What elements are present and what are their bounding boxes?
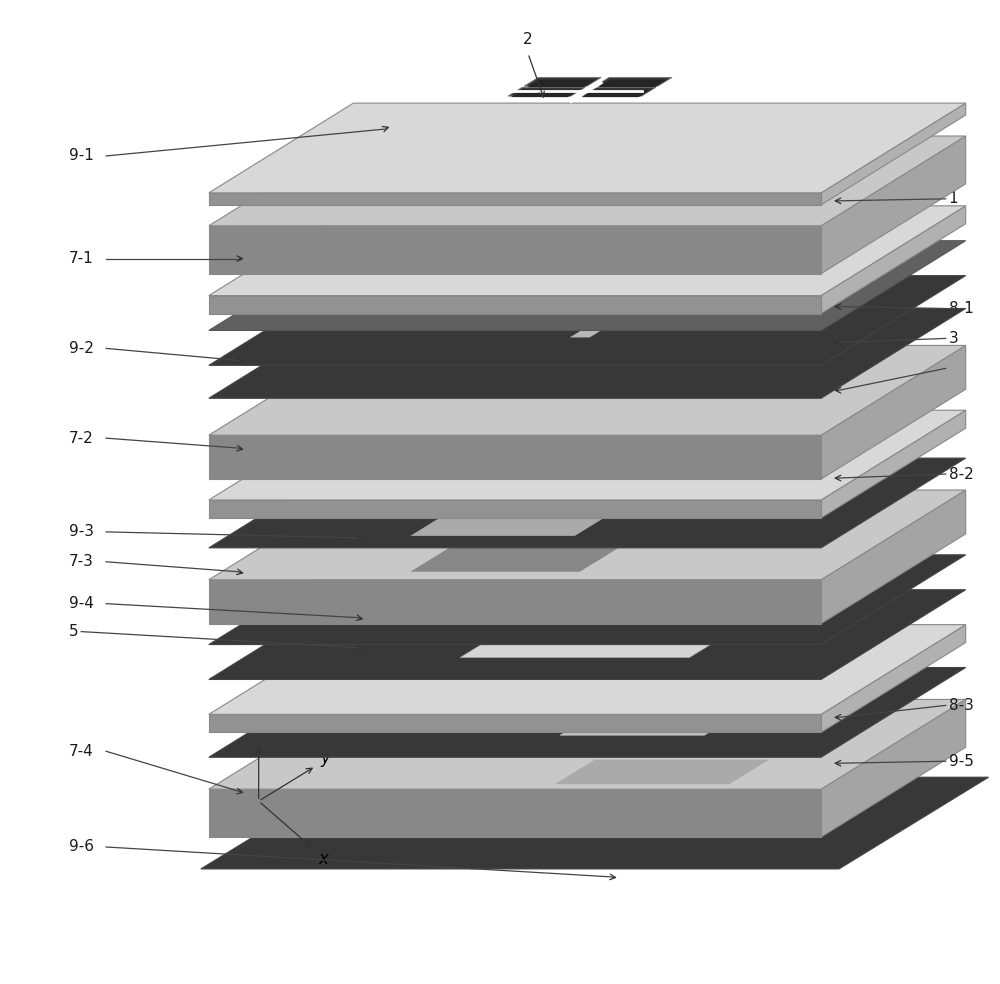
Polygon shape: [209, 345, 966, 435]
Polygon shape: [821, 206, 966, 314]
Polygon shape: [508, 88, 585, 96]
Polygon shape: [821, 700, 966, 837]
Polygon shape: [209, 193, 821, 205]
Polygon shape: [209, 295, 821, 314]
Polygon shape: [209, 580, 821, 624]
Text: 3: 3: [949, 331, 958, 346]
Polygon shape: [209, 435, 821, 479]
Polygon shape: [209, 700, 966, 789]
Polygon shape: [201, 777, 989, 869]
Polygon shape: [209, 589, 966, 680]
Polygon shape: [209, 241, 966, 331]
Polygon shape: [495, 304, 703, 328]
Polygon shape: [209, 225, 821, 274]
Polygon shape: [209, 555, 966, 645]
Polygon shape: [570, 315, 626, 338]
Text: z: z: [240, 727, 249, 745]
Polygon shape: [821, 345, 966, 479]
Text: 9-6: 9-6: [69, 839, 94, 854]
Polygon shape: [410, 548, 618, 572]
Polygon shape: [410, 513, 612, 536]
Polygon shape: [209, 490, 966, 580]
Polygon shape: [527, 80, 596, 88]
Text: 7-3: 7-3: [69, 554, 94, 570]
Polygon shape: [460, 626, 742, 657]
Polygon shape: [209, 625, 966, 714]
Text: 4: 4: [949, 361, 958, 376]
Text: 8-3: 8-3: [949, 698, 974, 712]
Text: 9-4: 9-4: [69, 596, 94, 611]
Text: 8-2: 8-2: [949, 466, 973, 481]
Text: 9-5: 9-5: [949, 754, 974, 769]
Text: 9-3: 9-3: [69, 524, 94, 539]
Text: 2: 2: [523, 31, 533, 47]
Polygon shape: [595, 78, 672, 87]
Text: x: x: [319, 850, 328, 868]
Text: 1: 1: [949, 191, 958, 207]
Polygon shape: [209, 206, 966, 295]
Polygon shape: [209, 714, 821, 732]
Text: y: y: [321, 749, 331, 768]
Text: 7-2: 7-2: [69, 431, 94, 446]
Polygon shape: [209, 789, 821, 837]
Polygon shape: [209, 459, 966, 548]
Polygon shape: [821, 410, 966, 518]
Polygon shape: [555, 760, 769, 784]
Polygon shape: [209, 276, 966, 365]
Polygon shape: [821, 136, 966, 274]
Polygon shape: [209, 410, 966, 500]
Polygon shape: [579, 88, 656, 96]
Polygon shape: [209, 500, 821, 518]
Text: 9-1: 9-1: [69, 149, 94, 163]
Polygon shape: [209, 309, 966, 399]
Text: 5: 5: [69, 624, 79, 639]
Polygon shape: [511, 90, 580, 97]
Polygon shape: [524, 78, 601, 87]
Text: 7-4: 7-4: [69, 744, 94, 759]
Text: 7-1: 7-1: [69, 251, 94, 266]
Polygon shape: [821, 103, 966, 205]
Polygon shape: [209, 667, 966, 758]
Polygon shape: [560, 715, 737, 735]
Polygon shape: [821, 625, 966, 732]
Polygon shape: [570, 276, 627, 298]
Polygon shape: [209, 103, 966, 193]
Polygon shape: [490, 264, 710, 288]
Polygon shape: [209, 136, 966, 225]
Text: 9-2: 9-2: [69, 340, 94, 356]
Text: 8-1: 8-1: [949, 301, 973, 316]
Polygon shape: [598, 80, 667, 88]
Polygon shape: [582, 90, 651, 97]
Polygon shape: [821, 490, 966, 624]
